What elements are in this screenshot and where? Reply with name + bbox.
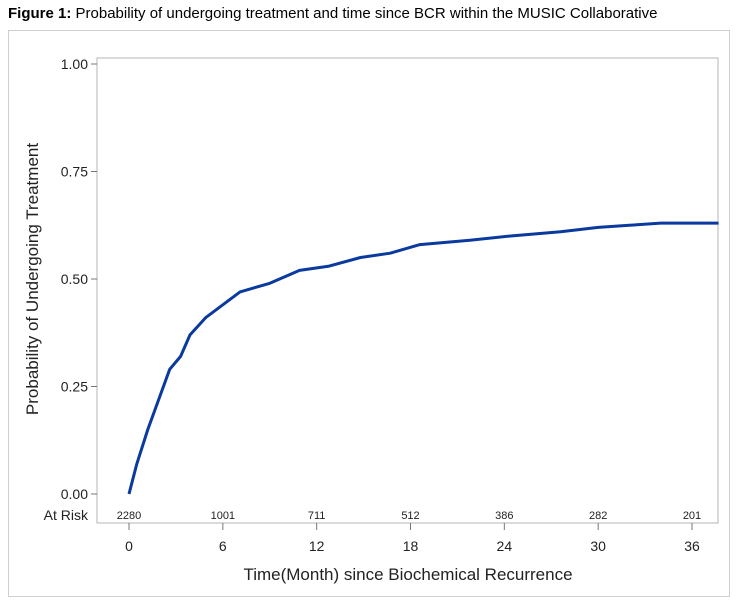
y-axis-label: Probability of Undergoing Treatment bbox=[23, 143, 42, 415]
y-tick-label: 0.25 bbox=[61, 379, 88, 395]
at-risk-count: 201 bbox=[683, 510, 701, 522]
x-tick-label: 30 bbox=[590, 538, 606, 554]
y-tick-label: 0.50 bbox=[61, 271, 88, 287]
x-tick-label: 36 bbox=[684, 538, 700, 554]
at-risk-count: 1001 bbox=[211, 510, 235, 522]
y-axis: 0.00 0.25 0.50 0.75 1.00 bbox=[61, 56, 97, 502]
x-tick-label: 6 bbox=[219, 538, 227, 554]
x-tick-label: 24 bbox=[497, 538, 513, 554]
at-risk-label: At Risk bbox=[44, 507, 89, 523]
y-tick-label: 0.75 bbox=[61, 164, 88, 180]
at-risk-count: 2280 bbox=[117, 510, 141, 522]
x-tick-label: 18 bbox=[403, 538, 419, 554]
y-tick-label: 1.00 bbox=[61, 56, 88, 72]
at-risk-row: At Risk 2280 1001 711 512 386 282 201 bbox=[44, 507, 702, 523]
figure-border bbox=[8, 30, 730, 597]
x-tick-label: 0 bbox=[125, 538, 133, 554]
x-axis-label: Time(Month) since Biochemical Recurrence bbox=[243, 565, 572, 584]
plot-frame bbox=[96, 57, 719, 524]
x-tick-label: 12 bbox=[309, 538, 325, 554]
at-risk-count: 386 bbox=[495, 510, 513, 522]
figure-label: Figure 1: bbox=[8, 5, 72, 22]
figure-caption: Probability of undergoing treatment and … bbox=[75, 5, 658, 22]
probability-curve bbox=[127, 221, 719, 495]
x-axis: 0 6 12 18 24 30 36 bbox=[125, 523, 700, 554]
y-tick-label: 0.00 bbox=[61, 486, 88, 502]
at-risk-count: 711 bbox=[308, 510, 326, 522]
figure-title: Figure 1: Probability of undergoing trea… bbox=[8, 5, 657, 22]
at-risk-count: 512 bbox=[401, 510, 419, 522]
at-risk-count: 282 bbox=[589, 510, 607, 522]
